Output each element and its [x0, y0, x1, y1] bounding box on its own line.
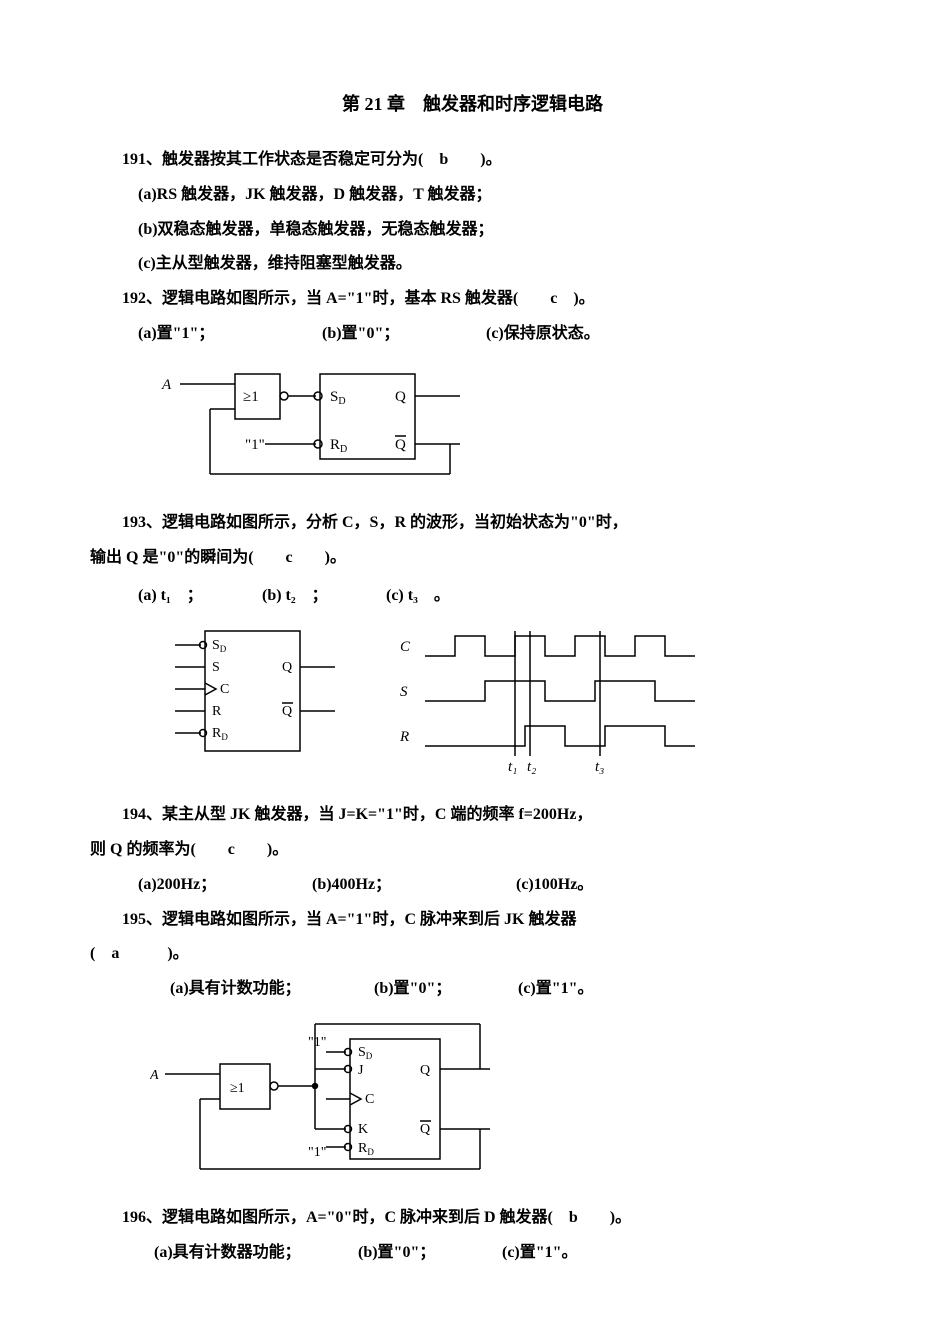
svg-text:A: A [150, 1068, 159, 1083]
svg-text:Q: Q [420, 1122, 430, 1137]
d192-one: "1" [245, 437, 265, 453]
q192-opt-c: (c)保持原状态。 [486, 320, 600, 349]
q195-opts: (a)具有计数功能； (b)置"0"； (c)置"1"。 [170, 975, 855, 1004]
t2-label: t₂ [527, 759, 536, 775]
q195-opt-c: (c)置"1"。 [518, 975, 594, 1004]
q191-opt-c: (c)主从型触发器，维持阻塞型触发器。 [90, 250, 855, 279]
d192-A: A [161, 377, 172, 393]
q193-opt-a: (a) t₁ ； [138, 582, 258, 611]
q196-l1: 196、逻辑电路如图所示，A="0"时，C 脉冲来到后 D 触发器( b )。 [90, 1204, 855, 1233]
diagram-193-right: C S R t₁ t₂ t₃ [400, 621, 720, 781]
q196-opts: (a)具有计数器功能； (b)置"0"； (c)置"1"。 [154, 1239, 855, 1268]
q193-stem1: 193、逻辑电路如图所示，分析 C，S，R 的波形，当初始状态为"0"时， [90, 509, 855, 538]
q191-opt-a: (a)RS 触发器，JK 触发器，D 触发器，T 触发器； [90, 181, 855, 210]
svg-text:R: R [212, 704, 222, 719]
svg-text:Q: Q [282, 704, 292, 719]
svg-text:RD: RD [212, 726, 228, 742]
d192-Rd: RD [330, 437, 347, 455]
svg-text:SD: SD [358, 1045, 373, 1061]
svg-text:C: C [365, 1092, 374, 1107]
svg-text:K: K [358, 1122, 368, 1137]
q192-num: 192、 [122, 290, 162, 307]
q195-l2: ( a )。 [90, 940, 855, 969]
q193-opt-b: (b) t₂ ； [262, 582, 382, 611]
svg-text:≥1: ≥1 [230, 1081, 245, 1096]
q191-text: 触发器按其工作状态是否稳定可分为( b )。 [162, 151, 502, 168]
q193-opt-c: (c) t₃ 。 [386, 582, 450, 611]
q194-opt-b: (b)400Hz； [312, 871, 512, 900]
wave-R-label: R [400, 729, 409, 745]
diagram-195-svg: ≥1 A [150, 1014, 530, 1184]
diagram-192: ≥1 A SD "1" [150, 359, 855, 489]
t3-label: t₃ [595, 759, 604, 775]
q192-text: 逻辑电路如图所示，当 A="1"时，基本 RS 触发器( c )。 [162, 290, 595, 307]
diagram-193: SD S C R RD Q Q [150, 621, 855, 781]
q192-stem: 192、逻辑电路如图所示，当 A="1"时，基本 RS 触发器( c )。 [90, 285, 855, 314]
d192-Sd: SD [330, 389, 346, 407]
q195-opt-a: (a)具有计数功能； [170, 975, 370, 1004]
svg-text:"1": "1" [308, 1035, 326, 1050]
q191-opt-b: (b)双稳态触发器，单稳态触发器，无稳态触发器； [90, 216, 855, 245]
q193-stem2: 输出 Q 是"0"的瞬间为( c )。 [90, 544, 855, 573]
q195-l1: 195、逻辑电路如图所示，当 A="1"时，C 脉冲来到后 JK 触发器 [90, 906, 855, 935]
diagram-192-svg: ≥1 A SD "1" [150, 359, 490, 489]
d192-Q: Q [395, 389, 406, 405]
svg-text:Q: Q [282, 660, 292, 675]
svg-text:Q: Q [420, 1063, 430, 1078]
wave-C-label: C [400, 639, 411, 655]
svg-text:S: S [212, 660, 220, 675]
svg-text:"1": "1" [308, 1145, 326, 1160]
wave-S-label: S [400, 684, 408, 700]
q191-num: 191、 [122, 151, 162, 168]
diagram-195: ≥1 A [150, 1014, 855, 1184]
page: 第 21 章 触发器和时序逻辑电路 191、触发器按其工作状态是否稳定可分为( … [0, 0, 945, 1337]
q194-l1: 194、某主从型 JK 触发器，当 J=K="1"时，C 端的频率 f=200H… [90, 801, 855, 830]
d192-Qbar: Q [395, 437, 406, 453]
q194-l2: 则 Q 的频率为( c )。 [90, 836, 855, 865]
svg-text:C: C [220, 682, 229, 697]
q195-opt-b: (b)置"0"； [374, 975, 514, 1004]
q194-opts: (a)200Hz； (b)400Hz； (c)100Hz。 [138, 871, 855, 900]
q192-opt-b: (b)置"0"； [322, 320, 482, 349]
t1-label: t₁ [508, 759, 517, 775]
svg-text:J: J [358, 1063, 364, 1078]
q196-opt-a: (a)具有计数器功能； [154, 1239, 354, 1268]
q193-opts: (a) t₁ ； (b) t₂ ； (c) t₃ 。 [138, 582, 855, 611]
svg-text:RD: RD [358, 1141, 374, 1157]
diagram-193-left: SD S C R RD Q Q [150, 621, 350, 771]
q194-opt-a: (a)200Hz； [138, 871, 308, 900]
q192-opt-a: (a)置"1"； [138, 320, 318, 349]
q192-opts: (a)置"1"； (b)置"0"； (c)保持原状态。 [138, 320, 855, 349]
q194-opt-c: (c)100Hz。 [516, 871, 593, 900]
chapter-title: 第 21 章 触发器和时序逻辑电路 [90, 90, 855, 116]
svg-text:SD: SD [212, 638, 227, 654]
q191-stem: 191、触发器按其工作状态是否稳定可分为( b )。 [90, 146, 855, 175]
q196-opt-b: (b)置"0"； [358, 1239, 498, 1268]
q196-opt-c: (c)置"1"。 [502, 1239, 578, 1268]
d192-ge1: ≥1 [243, 389, 259, 405]
